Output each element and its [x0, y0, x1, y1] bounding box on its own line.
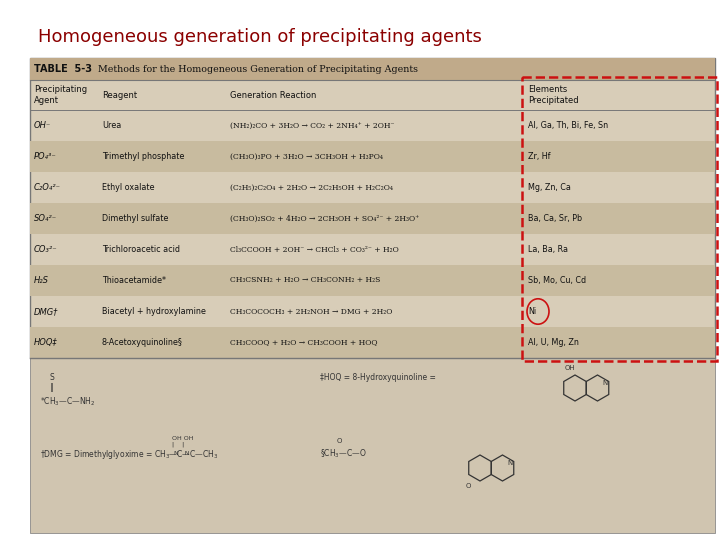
Bar — [522, 77, 717, 361]
Text: Precipitating
Agent: Precipitating Agent — [34, 85, 87, 105]
Text: ‡HOQ = 8-Hydroxyquinoline =: ‡HOQ = 8-Hydroxyquinoline = — [320, 373, 436, 382]
Bar — [30, 58, 715, 80]
Text: Methods for the Homogeneous Generation of Precipitating Agents: Methods for the Homogeneous Generation o… — [98, 64, 418, 73]
Text: HOQ‡: HOQ‡ — [34, 338, 58, 347]
Bar — [30, 327, 715, 358]
Text: Thioacetamide*: Thioacetamide* — [102, 276, 166, 285]
Text: O: O — [337, 438, 343, 444]
Text: CO₃²⁻: CO₃²⁻ — [34, 245, 58, 254]
Text: (CH₃O)₂SO₂ + 4H₂O → 2CH₃OH + SO₄²⁻ + 2H₃O⁺: (CH₃O)₂SO₂ + 4H₂O → 2CH₃OH + SO₄²⁻ + 2H₃… — [230, 214, 419, 222]
Text: Zr, Hf: Zr, Hf — [528, 152, 551, 161]
Text: OH: OH — [564, 365, 575, 371]
Text: N: N — [508, 460, 513, 466]
Bar — [30, 141, 715, 172]
Text: S
‖: S ‖ — [50, 373, 55, 393]
Text: (CH₃O)₃PO + 3H₂O → 3CH₃OH + H₃PO₄: (CH₃O)₃PO + 3H₂O → 3CH₃OH + H₃PO₄ — [230, 152, 383, 160]
Bar — [30, 203, 715, 234]
Text: Dimethyl sulfate: Dimethyl sulfate — [102, 214, 168, 223]
Text: SO₄²⁻: SO₄²⁻ — [34, 214, 57, 223]
Text: C₂O₄²⁻: C₂O₄²⁻ — [34, 183, 61, 192]
Text: Cl₃CCOOH + 2OH⁻ → CHCl₃ + CO₃²⁻ + H₂O: Cl₃CCOOH + 2OH⁻ → CHCl₃ + CO₃²⁻ + H₂O — [230, 246, 399, 253]
Text: CH₃COOQ + H₂O → CH₃COOH + HOQ: CH₃COOQ + H₂O → CH₃COOH + HOQ — [230, 339, 377, 347]
Bar — [30, 58, 715, 358]
Text: †DMG = Dimethylglyoxime = CH$_3$—C—C—CH$_3$: †DMG = Dimethylglyoxime = CH$_3$—C—C—CH$… — [40, 448, 219, 461]
Text: Trimethyl phosphate: Trimethyl phosphate — [102, 152, 184, 161]
Text: La, Ba, Ra: La, Ba, Ra — [528, 245, 568, 254]
Text: Ba, Ca, Sr, Pb: Ba, Ca, Sr, Pb — [528, 214, 582, 223]
Text: Al, Ga, Th, Bi, Fe, Sn: Al, Ga, Th, Bi, Fe, Sn — [528, 121, 608, 130]
Text: Biacetyl + hydroxylamine: Biacetyl + hydroxylamine — [102, 307, 206, 316]
Text: (NH₂)₂CO + 3H₂O → CO₂ + 2NH₄⁺ + 2OH⁻: (NH₂)₂CO + 3H₂O → CO₂ + 2NH₄⁺ + 2OH⁻ — [230, 122, 395, 130]
Text: Ni: Ni — [528, 307, 536, 316]
Bar — [30, 358, 715, 533]
Text: CH₃CSNH₂ + H₂O → CH₃CONH₂ + H₂S: CH₃CSNH₂ + H₂O → CH₃CONH₂ + H₂S — [230, 276, 380, 285]
Text: Elements
Precipitated: Elements Precipitated — [528, 85, 579, 105]
Text: N   N: N N — [174, 451, 189, 456]
Text: TABLE  5-3: TABLE 5-3 — [34, 64, 92, 74]
Text: Trichloroacetic acid: Trichloroacetic acid — [102, 245, 180, 254]
Text: Urea: Urea — [102, 121, 121, 130]
Text: Ethyl oxalate: Ethyl oxalate — [102, 183, 155, 192]
Text: *CH$_3$—C—NH$_2$: *CH$_3$—C—NH$_2$ — [40, 395, 95, 408]
Text: H₂S: H₂S — [34, 276, 49, 285]
Text: Al, U, Mg, Zn: Al, U, Mg, Zn — [528, 338, 579, 347]
Text: N: N — [603, 380, 608, 386]
Text: Homogeneous generation of precipitating agents: Homogeneous generation of precipitating … — [38, 28, 482, 46]
Text: OH OH
|    |: OH OH | | — [172, 436, 194, 447]
Text: (C₂H₅)₂C₂O₄ + 2H₂O → 2C₂H₅OH + H₂C₂O₄: (C₂H₅)₂C₂O₄ + 2H₂O → 2C₂H₅OH + H₂C₂O₄ — [230, 184, 393, 192]
Text: 8-Acetoxyquinoline§: 8-Acetoxyquinoline§ — [102, 338, 183, 347]
Text: CH₃COCOCH₃ + 2H₂NOH → DMG + 2H₂O: CH₃COCOCH₃ + 2H₂NOH → DMG + 2H₂O — [230, 307, 392, 315]
Text: Sb, Mo, Cu, Cd: Sb, Mo, Cu, Cd — [528, 276, 586, 285]
Text: PO₄³⁻: PO₄³⁻ — [34, 152, 57, 161]
Bar — [30, 265, 715, 296]
Text: §CH$_3$—C—O: §CH$_3$—C—O — [320, 448, 366, 461]
Text: O: O — [465, 483, 471, 489]
Text: Reagent: Reagent — [102, 91, 137, 99]
Text: Generation Reaction: Generation Reaction — [230, 91, 316, 99]
Text: Mg, Zn, Ca: Mg, Zn, Ca — [528, 183, 571, 192]
Text: OH⁻: OH⁻ — [34, 121, 51, 130]
Text: DMG†: DMG† — [34, 307, 58, 316]
